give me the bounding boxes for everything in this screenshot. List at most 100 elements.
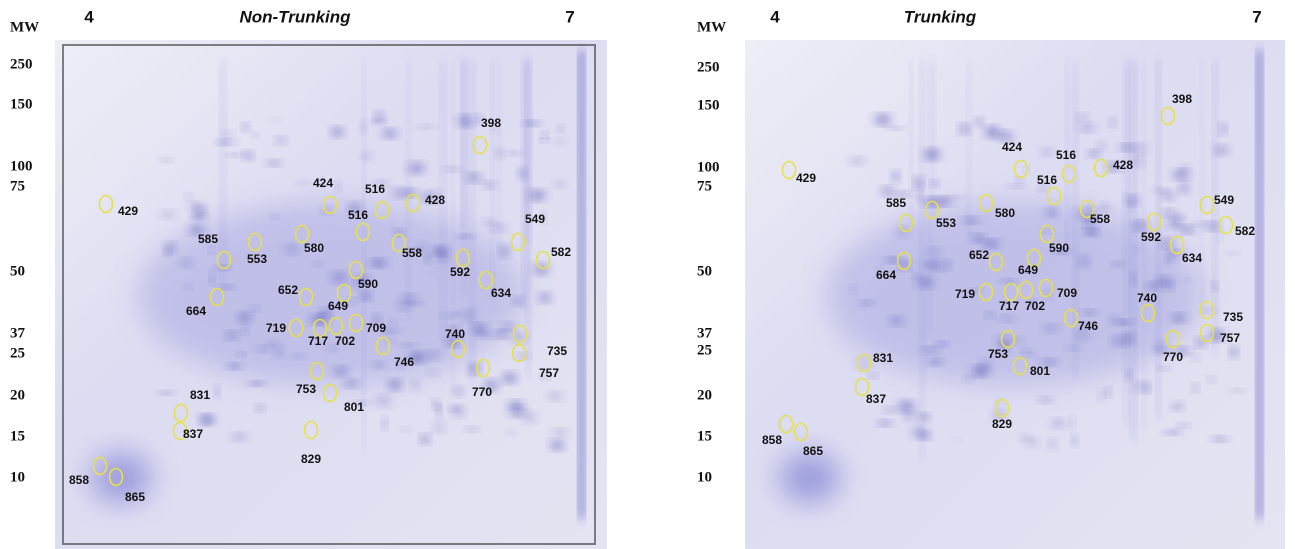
gel-spot [402,427,410,432]
gel-spot [437,251,448,261]
mw-marker: 100 [697,159,720,175]
ph-high: 7 [1252,7,1261,26]
spot-label: 753 [988,347,1008,361]
gel-spot [318,178,323,184]
spot-label: 717 [308,334,328,348]
gel-spot [418,124,434,129]
gel-streak [451,60,454,387]
spot-label: 837 [183,427,203,441]
gel-spot [473,324,487,333]
spot-label: 634 [491,286,511,300]
spot-circle [511,343,527,363]
spot-label: 553 [247,252,267,266]
gel-spot [453,387,463,396]
gel-spot [509,401,522,408]
spot-label: 740 [445,327,465,341]
gel-spot [1021,434,1031,441]
gel-spot [1154,348,1170,354]
gel-spot [1082,323,1087,330]
spot-label: 634 [1182,251,1202,265]
gel-haze [779,452,840,503]
gel-spot [1002,279,1016,284]
gel-spot [371,259,386,267]
spot-circle [336,283,352,303]
spot-label: 580 [995,206,1015,220]
gel-spot [874,115,891,124]
mw-marker: 20 [10,387,25,403]
gel-spot [898,402,915,411]
gel-spot [216,141,223,145]
gel-spot [335,182,341,190]
spot-circle [793,422,809,442]
gel-spot [476,116,483,123]
gel-spot [1200,308,1216,313]
gel-spot [249,381,265,386]
gel-streak [920,60,925,463]
gel-spot [398,302,410,310]
gel-spot [268,340,278,347]
gel-spot [165,250,171,256]
gel-spot [239,313,251,322]
gel-spot [444,167,460,172]
spot-label: 746 [1078,319,1098,333]
gel-spot [913,272,920,278]
gel-spot [244,152,253,159]
gel-spot [210,273,215,283]
mw-marker: 75 [697,178,712,194]
gel-spot [1212,437,1227,442]
spot-circle [1093,158,1109,178]
gel-streak [909,60,913,223]
spot-circle [374,200,390,220]
gel-spot [227,364,241,369]
gel-spot [534,264,549,274]
gel-streak [1065,60,1070,253]
gel-spot [165,243,175,252]
gel-spot [945,261,951,269]
mw-marker: 100 [10,158,33,174]
spot-label: 424 [313,176,333,190]
spot-label: 516 [348,208,368,222]
gel-spot [999,315,1014,322]
gel-spot [1070,418,1075,428]
gel-spot [1131,273,1136,283]
gel-spot [296,180,309,185]
spot-label: 801 [344,400,364,414]
gel-spot [1042,359,1057,365]
spot-circle [1018,280,1034,300]
spot-circle [288,318,304,338]
gel-spot [428,192,439,202]
gel-spot [891,317,903,325]
gel-spot [1095,207,1111,212]
spot-circle [216,250,232,270]
spot-circle [1046,186,1062,206]
gel-streak [1213,60,1218,354]
gel-spot [383,130,397,138]
gel-spot [201,416,212,425]
gel-spot [922,347,939,353]
gel-spot [1088,204,1093,213]
gel-spot [1176,213,1185,219]
gel-spot [373,315,381,324]
gel-spot [392,188,407,197]
gel-spot [256,346,270,352]
gels [55,40,1285,549]
gel-spot [1024,353,1035,357]
gel-spot [1022,348,1030,352]
gel-spot [1085,229,1098,234]
ph-high: 7 [565,7,574,26]
ph-low: 4 [770,7,780,26]
gel-spot [1088,150,1099,157]
gel-spot [185,284,192,290]
mw-marker: 50 [697,263,712,279]
gel-streak [967,60,971,239]
gel-spot [382,332,388,337]
gel-spot [554,181,567,188]
gel-spot [209,247,215,253]
gel-spot [353,281,358,288]
gel-spot [1163,210,1177,217]
spot-circle [172,421,188,441]
gel-spot [888,126,903,130]
spot-label: 516 [1056,148,1076,162]
gel-spot [1011,337,1022,343]
